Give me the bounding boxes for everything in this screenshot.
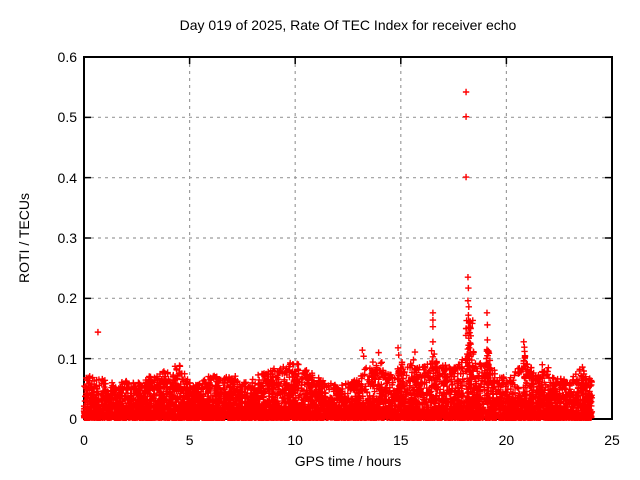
x-axis-label: GPS time / hours xyxy=(294,453,402,469)
y-tick-label: 0.4 xyxy=(57,169,77,186)
x-tick-label: 25 xyxy=(604,432,620,448)
y-tick-label: 0.5 xyxy=(57,109,77,126)
x-tick-label: 5 xyxy=(185,432,194,448)
y-tick-label: 0.2 xyxy=(57,290,77,307)
chart-title: Day 019 of 2025, Rate Of TEC Index for r… xyxy=(179,17,517,33)
y-tick-label: 0.6 xyxy=(57,49,77,65)
x-tick-label: 10 xyxy=(287,432,303,448)
y-tick-label: 0.3 xyxy=(57,230,77,246)
x-tick-label: 15 xyxy=(393,432,409,448)
x-tick-label: 0 xyxy=(80,432,88,448)
x-tick-label: 20 xyxy=(498,432,515,448)
y-tick-label: 0.1 xyxy=(57,350,77,367)
y-tick-label: 0 xyxy=(69,411,77,427)
